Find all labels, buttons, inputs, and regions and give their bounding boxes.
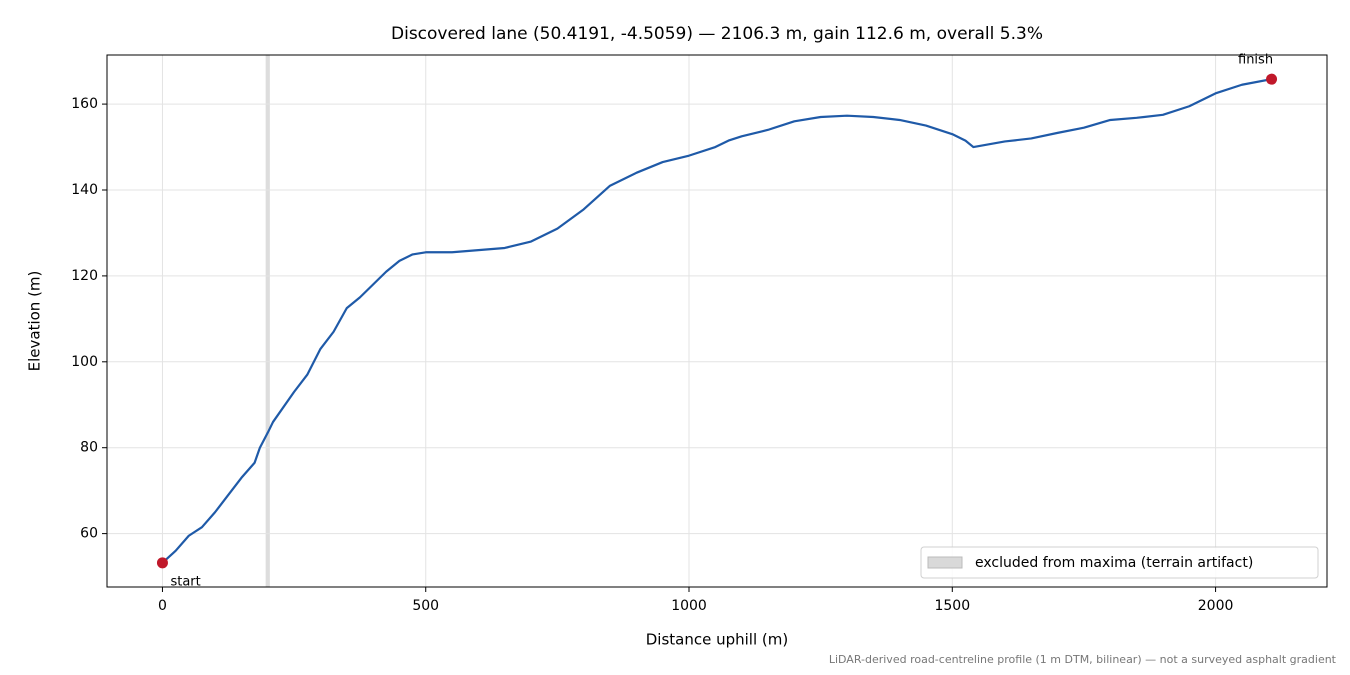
endpoint-marker xyxy=(156,557,168,569)
x-tick-label: 1500 xyxy=(934,598,970,614)
legend: excluded from maxima (terrain artifact) xyxy=(920,546,1319,579)
y-tick-label: 140 xyxy=(71,182,98,198)
x-tick-label: 2000 xyxy=(1198,598,1234,614)
x-tick-label: 500 xyxy=(412,598,439,614)
legend-box xyxy=(920,546,1319,579)
x-tick-label: 0 xyxy=(158,598,167,614)
y-tick-label: 80 xyxy=(80,440,98,456)
x-tick-label: 1000 xyxy=(671,598,707,614)
y-axis-label: Elevation (m) xyxy=(26,271,44,372)
excluded-span xyxy=(265,55,270,587)
endpoint-annotation: start xyxy=(170,574,200,589)
y-tick-label: 120 xyxy=(71,268,98,284)
chart-title: Discovered lane (50.4191, -4.5059) — 210… xyxy=(391,24,1043,44)
y-tick-label: 60 xyxy=(80,526,98,542)
x-axis-label: Distance uphill (m) xyxy=(646,631,788,649)
legend-swatch xyxy=(927,556,963,569)
elevation-line xyxy=(161,78,1272,564)
endpoint-marker xyxy=(1266,73,1278,85)
legend-label: excluded from maxima (terrain artifact) xyxy=(975,555,1253,571)
footnote: LiDAR-derived road-centreline profile (1… xyxy=(829,653,1337,666)
y-tick-label: 100 xyxy=(71,354,98,370)
y-tick-label: 160 xyxy=(71,96,98,112)
endpoint-annotation: finish xyxy=(1238,53,1273,68)
plot-frame xyxy=(106,54,1328,588)
